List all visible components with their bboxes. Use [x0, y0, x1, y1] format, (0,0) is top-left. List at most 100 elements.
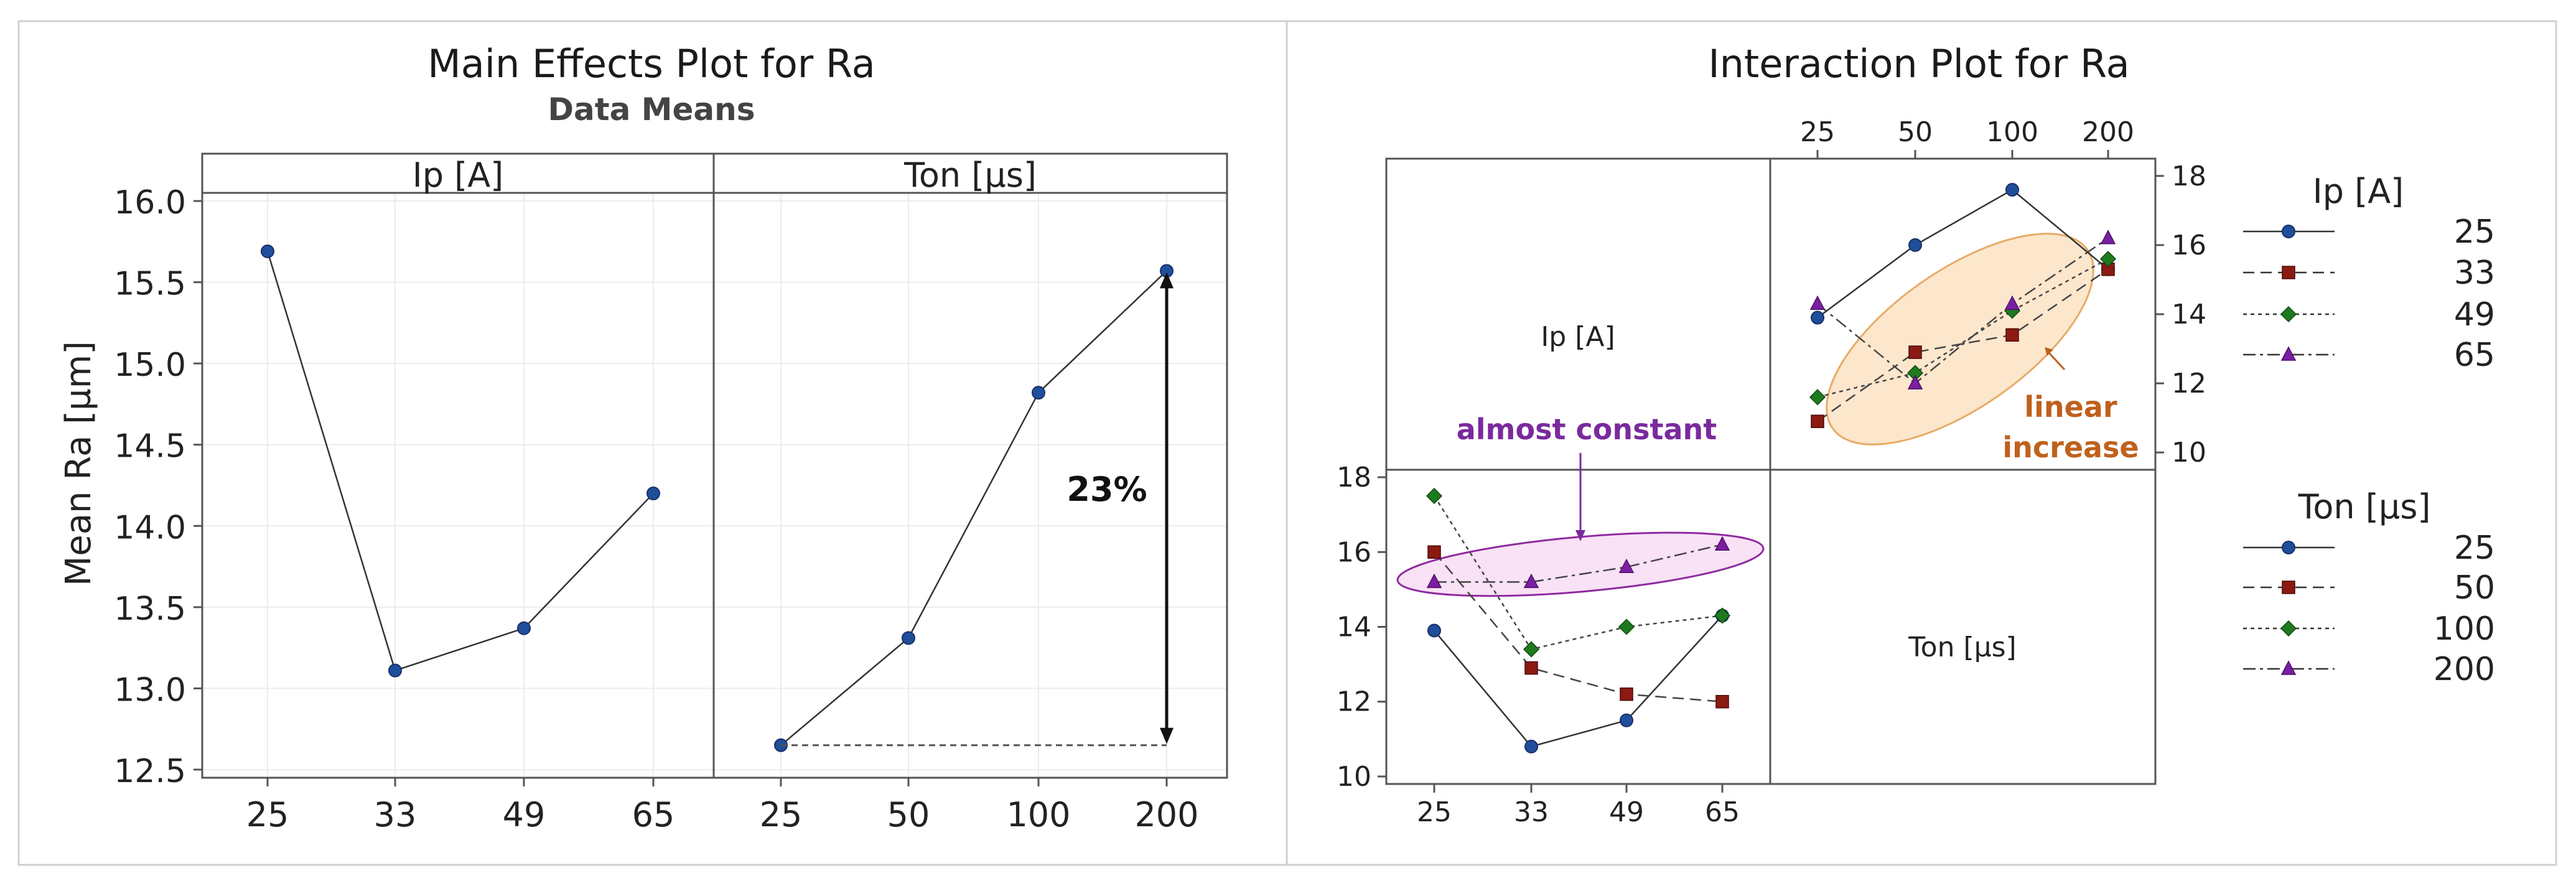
interaction-right-ytick-label: 16 [2172, 230, 2206, 261]
almost-constant-ellipse [1396, 531, 1765, 597]
linear-increase-label-line2: increase [2002, 431, 2139, 464]
main-effects-subtitle: Data Means [548, 91, 755, 128]
main-effects-xtick-label: 25 [246, 795, 289, 834]
main-effects-ytick-label: 14.0 [114, 509, 186, 546]
interaction-bottom-xtick-label: 25 [1417, 796, 1452, 828]
interaction-left-ytick-label: 14 [1337, 612, 1371, 643]
bottom-left-point-200 [1714, 536, 1730, 551]
main-effects-title: Main Effects Plot for Ra [427, 41, 875, 86]
right-figure-frame [1286, 20, 2557, 866]
top-right-point-49 [2099, 251, 2117, 268]
bottom-left-point-200 [1618, 558, 1635, 574]
bottom-left-series-line-50 [1434, 551, 1723, 702]
bottom-left-point-50 [1524, 661, 1538, 675]
top-right-series-line-25 [1817, 189, 2109, 319]
main-effects-xtick-label: 50 [887, 795, 930, 834]
bottom-left-point-25 [1620, 713, 1633, 727]
main-effects-xtick-label: 200 [1134, 795, 1198, 834]
legend-marker-0-0 [2282, 225, 2295, 238]
top-right-point-33 [1908, 345, 1922, 359]
main-effects-ylabel: Mean Ra [µm] [58, 341, 99, 586]
top-right-point-25 [1811, 310, 1824, 325]
bottom-left-point-25 [1524, 739, 1538, 753]
main-effects-ytick-label: 12.5 [114, 753, 186, 790]
almost-constant-label: almost constant [1457, 413, 1717, 446]
percent-label: 23% [1066, 470, 1147, 509]
interaction-bottom-xtick-label: 33 [1514, 796, 1549, 828]
interaction-right-ytick-label: 14 [2172, 299, 2206, 330]
legend-label-0-1: 33 [2454, 254, 2495, 292]
top-right-series-line-49 [1817, 258, 2109, 398]
main-effects-point [517, 621, 531, 635]
bottom-left-point-50 [1427, 545, 1441, 559]
top-right-point-33 [1811, 414, 1824, 428]
main-effects-panel-header-1: Ton [µs] [903, 156, 1037, 195]
interaction-right-ytick-label: 18 [2172, 161, 2206, 192]
top-right-point-33 [2005, 328, 2019, 342]
main-effects-line-0 [266, 251, 654, 672]
linear-increase-label-line1: linear [2024, 390, 2117, 424]
legend-marker-0-2 [2280, 305, 2297, 323]
interaction-bottom-xtick-label: 65 [1705, 796, 1740, 828]
bottom-left-series-line-25 [1434, 615, 1723, 748]
interaction-left-ytick-label: 10 [1337, 761, 1371, 793]
top-right-series-line-33 [1817, 268, 2109, 422]
legend-label-1-3: 200 [2434, 651, 2495, 688]
bottom-left-point-100 [1618, 618, 1635, 635]
main-effects-point [902, 631, 915, 645]
main-effects-xtick-label: 100 [1006, 795, 1070, 834]
legend-title-0: Ip [A] [2313, 172, 2404, 211]
main-effects-xtick-label: 65 [632, 795, 675, 834]
bottom-left-point-50 [1620, 687, 1633, 701]
top-right-point-49 [1809, 389, 1826, 406]
top-right-series-line-65 [1817, 237, 2109, 385]
arrow-head-up [1160, 272, 1174, 289]
interaction-title: Interaction Plot for Ra [1708, 41, 2129, 86]
interaction-top-xtick-label: 50 [1898, 116, 1933, 148]
main-effects-ytick-label: 15.0 [114, 347, 186, 384]
legend-label-1-2: 100 [2434, 610, 2495, 648]
legend-marker-1-1 [2282, 581, 2295, 594]
interaction-top-xtick-label: 25 [1800, 116, 1835, 148]
legend-label-1-1: 50 [2454, 569, 2495, 607]
legend-label-0-3: 65 [2454, 337, 2495, 374]
top-right-point-65 [2100, 230, 2116, 245]
main-effects-ytick-label: 14.5 [114, 428, 186, 465]
legend-label-0-0: 25 [2454, 213, 2495, 251]
main-effects-point [1032, 386, 1045, 400]
main-effects-xtick-label: 33 [374, 795, 417, 834]
arrow-head-down [1160, 727, 1174, 744]
legend-marker-1-2 [2280, 620, 2297, 637]
interaction-left-ytick-label: 16 [1337, 536, 1371, 568]
bottom-left-point-100 [1523, 641, 1540, 658]
linear-increase-pointer-head [2045, 347, 2053, 356]
bottom-left-point-200 [1523, 573, 1539, 589]
legend-label-0-2: 49 [2454, 296, 2495, 333]
interaction-left-ytick-label: 12 [1337, 686, 1371, 718]
main-effects-point [261, 245, 274, 258]
almost-constant-pointer-head [1575, 530, 1585, 541]
interaction-bottom-xtick-label: 49 [1609, 796, 1644, 828]
diagonal-label-ip: Ip [A] [1541, 321, 1615, 353]
bottom-left-point-50 [1715, 694, 1729, 709]
legend-label-1-0: 25 [2454, 529, 2495, 567]
main-effects-panel-header-0: Ip [A] [413, 156, 503, 195]
interaction-right-ytick-label: 10 [2172, 437, 2206, 469]
bottom-left-point-25 [1427, 623, 1441, 638]
main-effects-xtick-label: 49 [503, 795, 546, 834]
main-effects-xtick-label: 25 [760, 795, 803, 834]
main-effects-ytick-label: 13.0 [114, 671, 186, 709]
top-right-point-65 [1809, 295, 1826, 310]
legend-title-1: Ton [µs] [2298, 487, 2431, 526]
bottom-left-point-100 [1714, 607, 1731, 624]
main-effects-ytick-label: 13.5 [114, 590, 186, 628]
top-right-point-65 [1907, 375, 1923, 389]
bottom-left-series-line-200 [1434, 544, 1723, 583]
main-effects-point [388, 663, 402, 678]
main-effects-point [646, 487, 660, 501]
bottom-left-point-200 [1426, 573, 1442, 589]
interaction-left-ytick-label: 18 [1337, 462, 1371, 493]
top-right-point-25 [2005, 183, 2019, 197]
main-effects-ytick-label: 16.0 [114, 184, 186, 222]
